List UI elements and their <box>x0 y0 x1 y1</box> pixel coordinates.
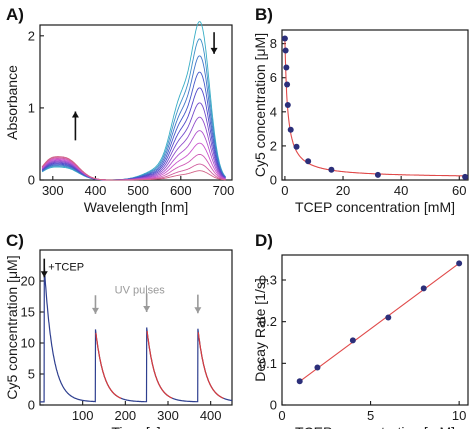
data-point <box>287 126 294 133</box>
x-tick-label: 500 <box>127 183 149 198</box>
panel-d: 0 5 10 0 0.1 0.2 0.3 TCEP concentration [mM] Dec… <box>252 231 469 429</box>
x-tick-label: 20 <box>336 183 350 198</box>
x-tick-label: 0 <box>281 183 288 198</box>
y-axis-label: Decay Rate [1/s] <box>252 278 268 382</box>
y-tick-label: 6 <box>270 70 277 85</box>
spectrum-line <box>41 142 226 181</box>
data-point <box>314 364 321 371</box>
arrow-up-icon-head <box>71 111 79 118</box>
plot-frame <box>281 29 469 181</box>
spectrum-line <box>41 156 226 181</box>
y-tick-label: 0 <box>28 398 35 413</box>
y-tick-label: 8 <box>270 36 277 51</box>
decay-fit-line <box>146 331 173 399</box>
decay-fit-line <box>197 332 224 399</box>
data-point <box>374 171 381 178</box>
x-tick-label: 700 <box>213 183 235 198</box>
y-tick-label: 2 <box>28 28 35 43</box>
data-point <box>282 47 289 54</box>
y-tick-label: 0.1 <box>259 356 277 371</box>
x-tick-label: 400 <box>85 183 107 198</box>
y-tick-label: 10 <box>21 336 35 351</box>
data-point <box>305 158 312 165</box>
x-axis-label: TCEP concentration [mM] <box>295 424 455 429</box>
data-point <box>283 64 290 71</box>
x-tick-label: 100 <box>72 408 94 423</box>
data-point <box>462 173 469 180</box>
plot-frame <box>39 249 233 406</box>
y-tick-label: 5 <box>28 367 35 382</box>
data-point <box>456 260 463 267</box>
panel-a: 300 400 500 600 700 0 1 2 Wavelength [nm] Absorba… <box>4 5 234 215</box>
x-axis-label: TCEP concentration [mM] <box>295 199 455 215</box>
x-tick-label: 40 <box>394 183 408 198</box>
data-point <box>349 337 356 344</box>
arrow-down-icon-head <box>143 306 151 312</box>
y-tick-label: 20 <box>21 274 35 289</box>
data-point <box>284 81 291 88</box>
x-tick-label: 600 <box>170 183 192 198</box>
panel-label: B) <box>255 5 273 24</box>
fit-line <box>299 262 460 382</box>
x-tick-label: 300 <box>157 408 179 423</box>
x-tick-label: 300 <box>42 183 64 198</box>
y-tick-label: 0 <box>28 173 35 188</box>
data-point <box>328 166 335 173</box>
plot-frame <box>281 254 469 406</box>
x-tick-label: 60 <box>452 183 466 198</box>
spectrum-line <box>41 130 226 181</box>
annotation-uv-pulses: UV pulses <box>115 284 166 296</box>
fit-line <box>284 38 465 177</box>
data-point <box>284 102 291 108</box>
panel-label: A) <box>6 5 24 24</box>
panel-b: 0 20 40 60 0 2 4 6 8 TCEP concentration [mM] Cy5 c… <box>252 5 469 215</box>
data-point <box>281 35 288 42</box>
y-tick-label: 4 <box>270 104 277 119</box>
y-tick-label: 1 <box>28 100 35 115</box>
panel-label: C) <box>6 231 24 250</box>
x-axis-label: Wavelength [nm] <box>84 199 189 215</box>
x-tick-label: 0 <box>278 408 285 423</box>
x-tick-label: 5 <box>367 408 374 423</box>
y-tick-label: 0 <box>270 398 277 413</box>
y-axis-label: Cy5 concentration [μM] <box>252 33 268 177</box>
y-axis-label: Cy5 concentration [μM] <box>4 255 20 399</box>
y-axis-label: Absorbance <box>4 65 20 140</box>
x-axis-label: Time [s] <box>111 424 160 429</box>
arrow-down-icon-head <box>210 47 218 54</box>
y-tick-label: 15 <box>21 305 35 320</box>
y-tick-label: 0.2 <box>259 314 277 329</box>
x-tick-label: 200 <box>114 408 136 423</box>
data-point <box>296 378 303 385</box>
arrow-down-icon-head <box>40 271 48 278</box>
decay-fit-line <box>95 332 122 399</box>
x-tick-label: 400 <box>200 408 222 423</box>
data-point <box>385 314 392 321</box>
arrow-down-icon-head <box>91 307 99 314</box>
panel-label: D) <box>255 231 273 250</box>
arrow-down-icon-head <box>194 307 202 314</box>
data-point <box>293 143 300 150</box>
x-tick-label: 10 <box>452 408 466 423</box>
y-tick-label: 0 <box>270 173 277 188</box>
annotation-tcep: +TCEP <box>48 262 84 274</box>
y-tick-label: 0.3 <box>259 273 277 288</box>
panel-c: 100 200 300 400 0 5 10 15 20 Time [s] Cy5 concentr… <box>4 231 233 429</box>
y-tick-label: 2 <box>270 138 277 153</box>
data-point <box>420 285 427 292</box>
spectrum-line <box>41 21 226 181</box>
